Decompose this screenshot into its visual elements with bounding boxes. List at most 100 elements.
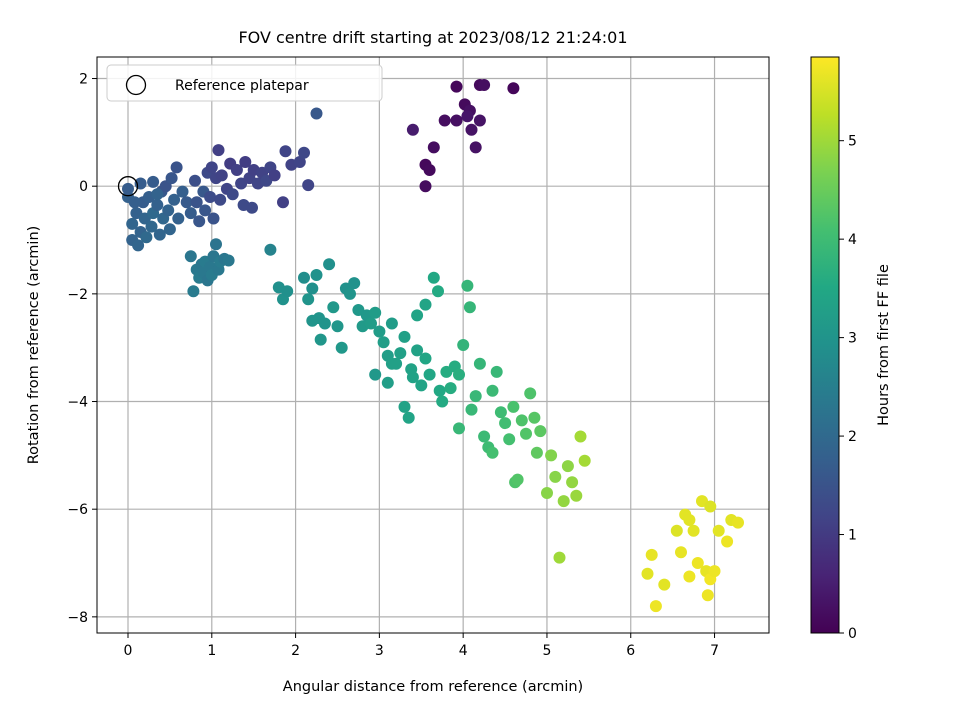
data-point	[402, 411, 415, 424]
data-point	[490, 365, 503, 378]
data-point	[165, 172, 178, 185]
data-point	[168, 193, 181, 206]
data-point	[264, 243, 277, 256]
x-tick-label: 4	[459, 643, 468, 659]
data-point	[314, 333, 327, 346]
y-tick-label: −2	[67, 287, 88, 303]
data-point	[212, 144, 225, 157]
y-tick-label: 2	[79, 72, 88, 88]
data-point	[721, 535, 734, 548]
data-point	[199, 204, 212, 217]
colorbar-tick-label: 2	[848, 429, 857, 445]
data-point	[302, 179, 315, 192]
colorbar-tick-label: 1	[848, 528, 857, 544]
data-point	[411, 309, 424, 322]
data-point	[683, 514, 696, 526]
colorbar-tick-label: 3	[848, 331, 857, 347]
data-point	[204, 191, 217, 203]
data-point	[205, 161, 218, 174]
data-point	[394, 347, 407, 360]
data-point	[140, 231, 153, 244]
data-point	[486, 446, 499, 459]
plot-frame	[96, 56, 770, 634]
data-point	[134, 177, 147, 190]
data-point	[176, 185, 189, 198]
data-point	[486, 384, 499, 397]
data-point	[323, 258, 336, 271]
x-axis-label: Angular distance from reference (arcmin)	[283, 679, 583, 695]
data-point	[553, 551, 566, 564]
data-point	[438, 114, 451, 127]
data-point	[318, 317, 331, 330]
data-point	[268, 169, 281, 182]
data-point	[549, 470, 562, 483]
data-point	[215, 169, 228, 182]
data-point	[411, 344, 424, 357]
data-point	[473, 114, 486, 127]
data-point	[365, 317, 377, 330]
data-point	[279, 145, 292, 158]
data-point	[281, 285, 294, 298]
x-tick-label: 3	[375, 643, 384, 659]
data-point	[246, 201, 258, 214]
legend-entry-reference: Reference platepar	[175, 78, 309, 94]
scatter-points	[117, 79, 744, 613]
data-point	[461, 110, 474, 123]
data-point	[385, 317, 398, 330]
data-point	[645, 548, 658, 561]
data-point	[310, 269, 323, 281]
data-point	[406, 123, 419, 136]
data-point	[704, 500, 717, 513]
data-point	[214, 193, 227, 206]
data-point	[545, 449, 558, 462]
data-point	[530, 446, 543, 459]
data-point	[132, 239, 145, 252]
data-point	[433, 384, 446, 397]
x-tick-label: 6	[626, 643, 635, 659]
colorbar-tick-label: 5	[848, 134, 857, 150]
data-point	[450, 80, 463, 93]
data-point	[369, 306, 382, 319]
data-point	[473, 357, 486, 370]
data-point	[444, 382, 457, 395]
data-point	[732, 516, 744, 529]
data-point	[528, 411, 541, 424]
data-point	[463, 301, 476, 314]
data-point	[172, 212, 185, 225]
data-point	[163, 223, 176, 236]
data-point	[427, 141, 440, 154]
y-tick-label: −4	[67, 395, 88, 411]
data-point	[377, 336, 390, 349]
data-point	[147, 175, 160, 188]
data-point	[122, 182, 134, 195]
data-point	[578, 454, 591, 467]
data-point	[524, 387, 537, 400]
data-point	[222, 254, 235, 267]
data-point	[415, 379, 428, 392]
data-point	[419, 352, 432, 365]
y-axis-label: Rotation from reference (arcmin)	[26, 226, 42, 465]
data-point	[478, 430, 491, 443]
data-point	[503, 433, 516, 446]
data-point	[126, 217, 139, 230]
legend: Reference platepar	[106, 64, 383, 102]
data-point	[145, 220, 158, 233]
data-point	[373, 325, 386, 338]
data-point	[306, 282, 319, 295]
data-point	[423, 164, 436, 176]
y-tick-label: −8	[67, 610, 88, 626]
data-point	[207, 212, 220, 225]
data-point	[641, 567, 654, 580]
chart-title: FOV centre drift starting at 2023/08/12 …	[238, 28, 627, 47]
data-point	[520, 427, 532, 440]
y-tick-label: −6	[67, 502, 88, 518]
data-point	[331, 320, 344, 333]
data-point	[189, 174, 201, 187]
data-point	[239, 156, 252, 168]
data-point	[398, 330, 411, 343]
data-point	[419, 180, 432, 193]
data-point	[465, 403, 478, 416]
data-point	[557, 495, 570, 508]
reference-platepar-marker	[117, 176, 139, 197]
